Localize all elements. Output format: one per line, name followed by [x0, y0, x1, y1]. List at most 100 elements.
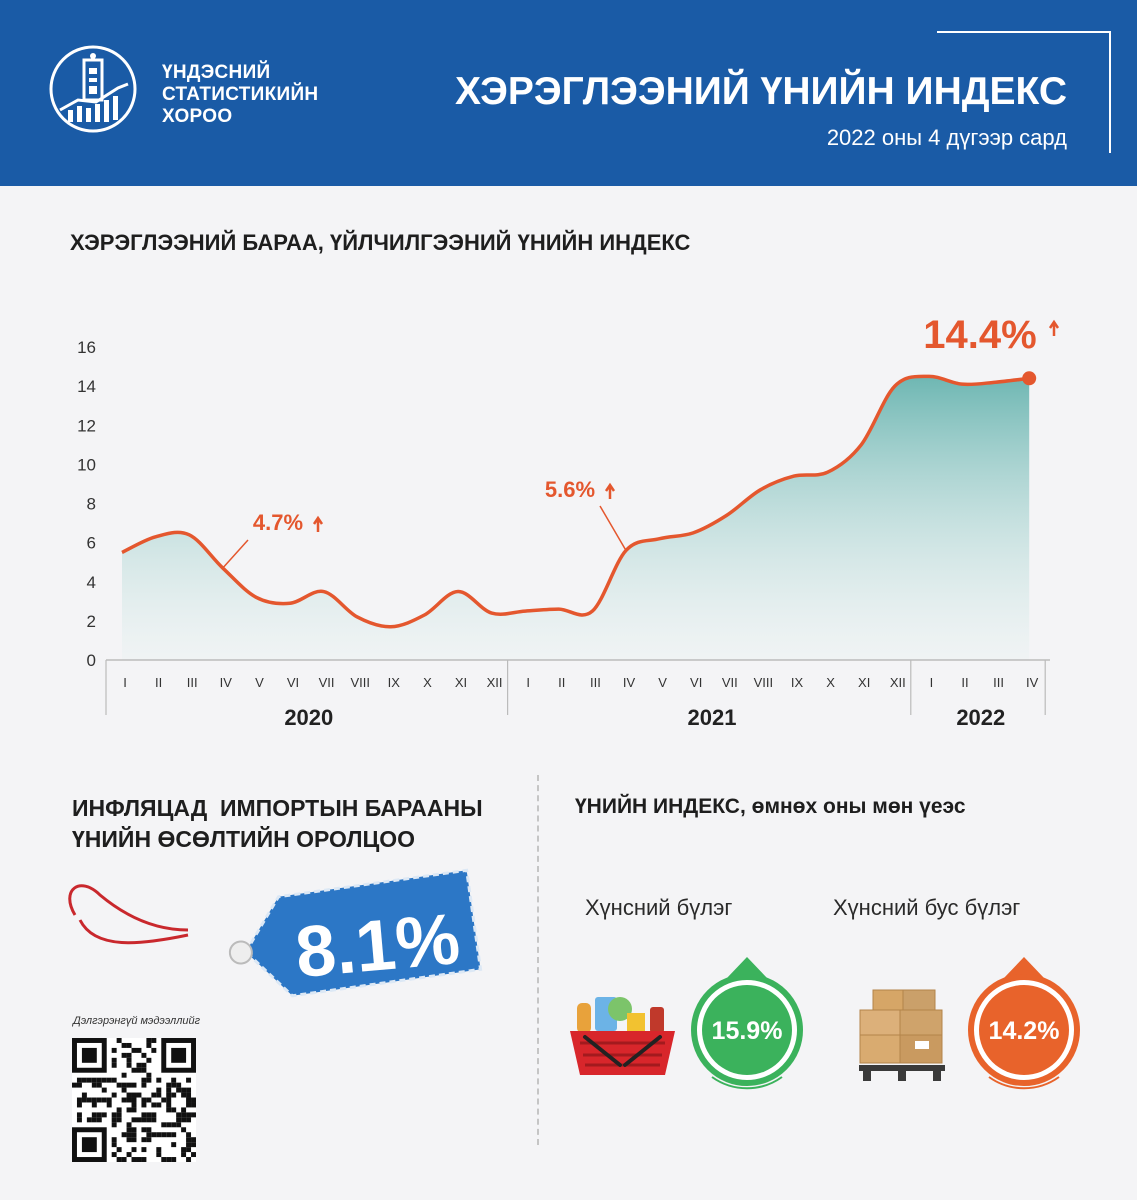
food-index-badge: 15.9%	[691, 957, 803, 1090]
qr-module	[76, 1102, 82, 1108]
qr-module	[121, 1082, 127, 1088]
qr-module	[141, 1082, 147, 1088]
qr-module	[181, 1152, 187, 1158]
qr-module	[171, 1107, 177, 1113]
qr-module	[81, 1092, 87, 1098]
qr-module	[146, 1127, 152, 1133]
qr-module	[141, 1102, 147, 1108]
x-tick-label: XII	[890, 675, 906, 690]
qr-module	[86, 1097, 92, 1103]
qr-module	[141, 1157, 147, 1162]
qr-module	[186, 1112, 192, 1118]
qr-module	[111, 1092, 117, 1098]
qr-module	[181, 1087, 187, 1093]
qr-module	[166, 1122, 172, 1128]
qr-module	[106, 1077, 112, 1083]
qr-module	[156, 1092, 162, 1098]
org-name: ҮНДЭСНИЙ СТАТИСТИКИЙН ХОРОО	[162, 62, 318, 128]
qr-module	[121, 1157, 127, 1162]
qr-module	[181, 1127, 187, 1133]
title-frame	[937, 31, 1111, 153]
qr-module	[116, 1147, 122, 1153]
qr-module	[151, 1132, 157, 1138]
qr-module	[181, 1107, 187, 1113]
page-subtitle: 2022 оны 4 дүгээр сард	[816, 125, 1067, 151]
qr-module	[131, 1102, 137, 1108]
x-tick-label: III	[590, 675, 601, 690]
x-tick-label: I	[123, 675, 127, 690]
qr-module	[176, 1117, 182, 1123]
qr-module	[191, 1142, 196, 1148]
y-tick-label: 6	[87, 534, 96, 553]
qr-module	[161, 1097, 167, 1103]
page-title: ХЭРЭГЛЭЭНИЙ ҮНИЙН ИНДЕКС	[445, 70, 1067, 114]
qr-module	[126, 1057, 132, 1063]
qr-module	[131, 1082, 137, 1088]
nonfood-group-label: Хүнсний бус бүлэг	[833, 895, 1021, 920]
qr-module	[181, 1112, 187, 1118]
qr-module	[186, 1137, 192, 1143]
qr-module	[166, 1082, 172, 1088]
qr-module	[166, 1087, 172, 1093]
qr-module	[126, 1062, 132, 1068]
y-tick-label: 2	[87, 612, 96, 631]
x-tick-label: III	[993, 675, 1004, 690]
qr-module	[141, 1117, 147, 1123]
qr-module	[111, 1077, 117, 1083]
import-title: ИНФЛЯЦАД ИМПОРТЫН БАРААНЫ ҮНИЙН ӨСӨЛТИЙН…	[72, 793, 483, 855]
qr-module	[131, 1137, 137, 1143]
qr-module	[131, 1157, 137, 1162]
qr-module	[111, 1142, 117, 1148]
last-point	[1022, 371, 1037, 386]
qr-module	[126, 1107, 132, 1113]
qr-module	[151, 1117, 157, 1123]
qr-module	[126, 1052, 132, 1058]
x-tick-label: III	[187, 675, 198, 690]
qr-code-icon[interactable]	[72, 1038, 196, 1162]
qr-module	[126, 1137, 132, 1143]
qr-module	[166, 1092, 172, 1098]
qr-module	[126, 1042, 132, 1048]
x-tick-label: I	[930, 675, 934, 690]
qr-module	[116, 1157, 122, 1162]
qr-module	[151, 1038, 157, 1043]
qr-module	[111, 1137, 117, 1143]
qr-module	[161, 1132, 167, 1138]
qr-module	[131, 1092, 137, 1098]
qr-module	[171, 1122, 177, 1128]
qr-module	[121, 1132, 127, 1138]
qr-module	[131, 1117, 137, 1123]
price-tag-icon: 8.1%	[68, 868, 483, 998]
grocery-basket-icon	[570, 997, 675, 1075]
qr-module	[186, 1092, 192, 1098]
x-tick-label: II	[558, 675, 565, 690]
x-tick-label: IX	[791, 675, 804, 690]
qr-module	[111, 1062, 117, 1068]
org-name-line2: СТАТИСТИКИЙН	[162, 84, 319, 105]
qr-module	[101, 1077, 107, 1083]
qr-module	[81, 1077, 87, 1083]
x-tick-label: IV	[623, 675, 636, 690]
qr-module	[136, 1157, 142, 1162]
qr-module	[161, 1122, 167, 1128]
qr-module	[186, 1117, 192, 1123]
annotation-label: 5.6%	[545, 477, 595, 502]
qr-module	[171, 1132, 177, 1138]
qr-module	[156, 1152, 162, 1158]
qr-module	[116, 1038, 122, 1043]
qr-module	[141, 1112, 147, 1118]
qr-module	[191, 1112, 196, 1118]
qr-module	[111, 1122, 117, 1128]
y-tick-label: 10	[77, 455, 96, 474]
qr-module	[91, 1097, 97, 1103]
qr-module	[131, 1107, 137, 1113]
qr-module	[146, 1057, 152, 1063]
qr-module	[96, 1112, 102, 1118]
qr-module	[91, 1117, 97, 1123]
x-tick-label: IV	[1026, 675, 1039, 690]
qr-module	[76, 1117, 82, 1123]
qr-module	[181, 1147, 187, 1153]
qr-module	[166, 1097, 172, 1103]
qr-module	[81, 1097, 87, 1103]
qr-module	[121, 1072, 127, 1078]
